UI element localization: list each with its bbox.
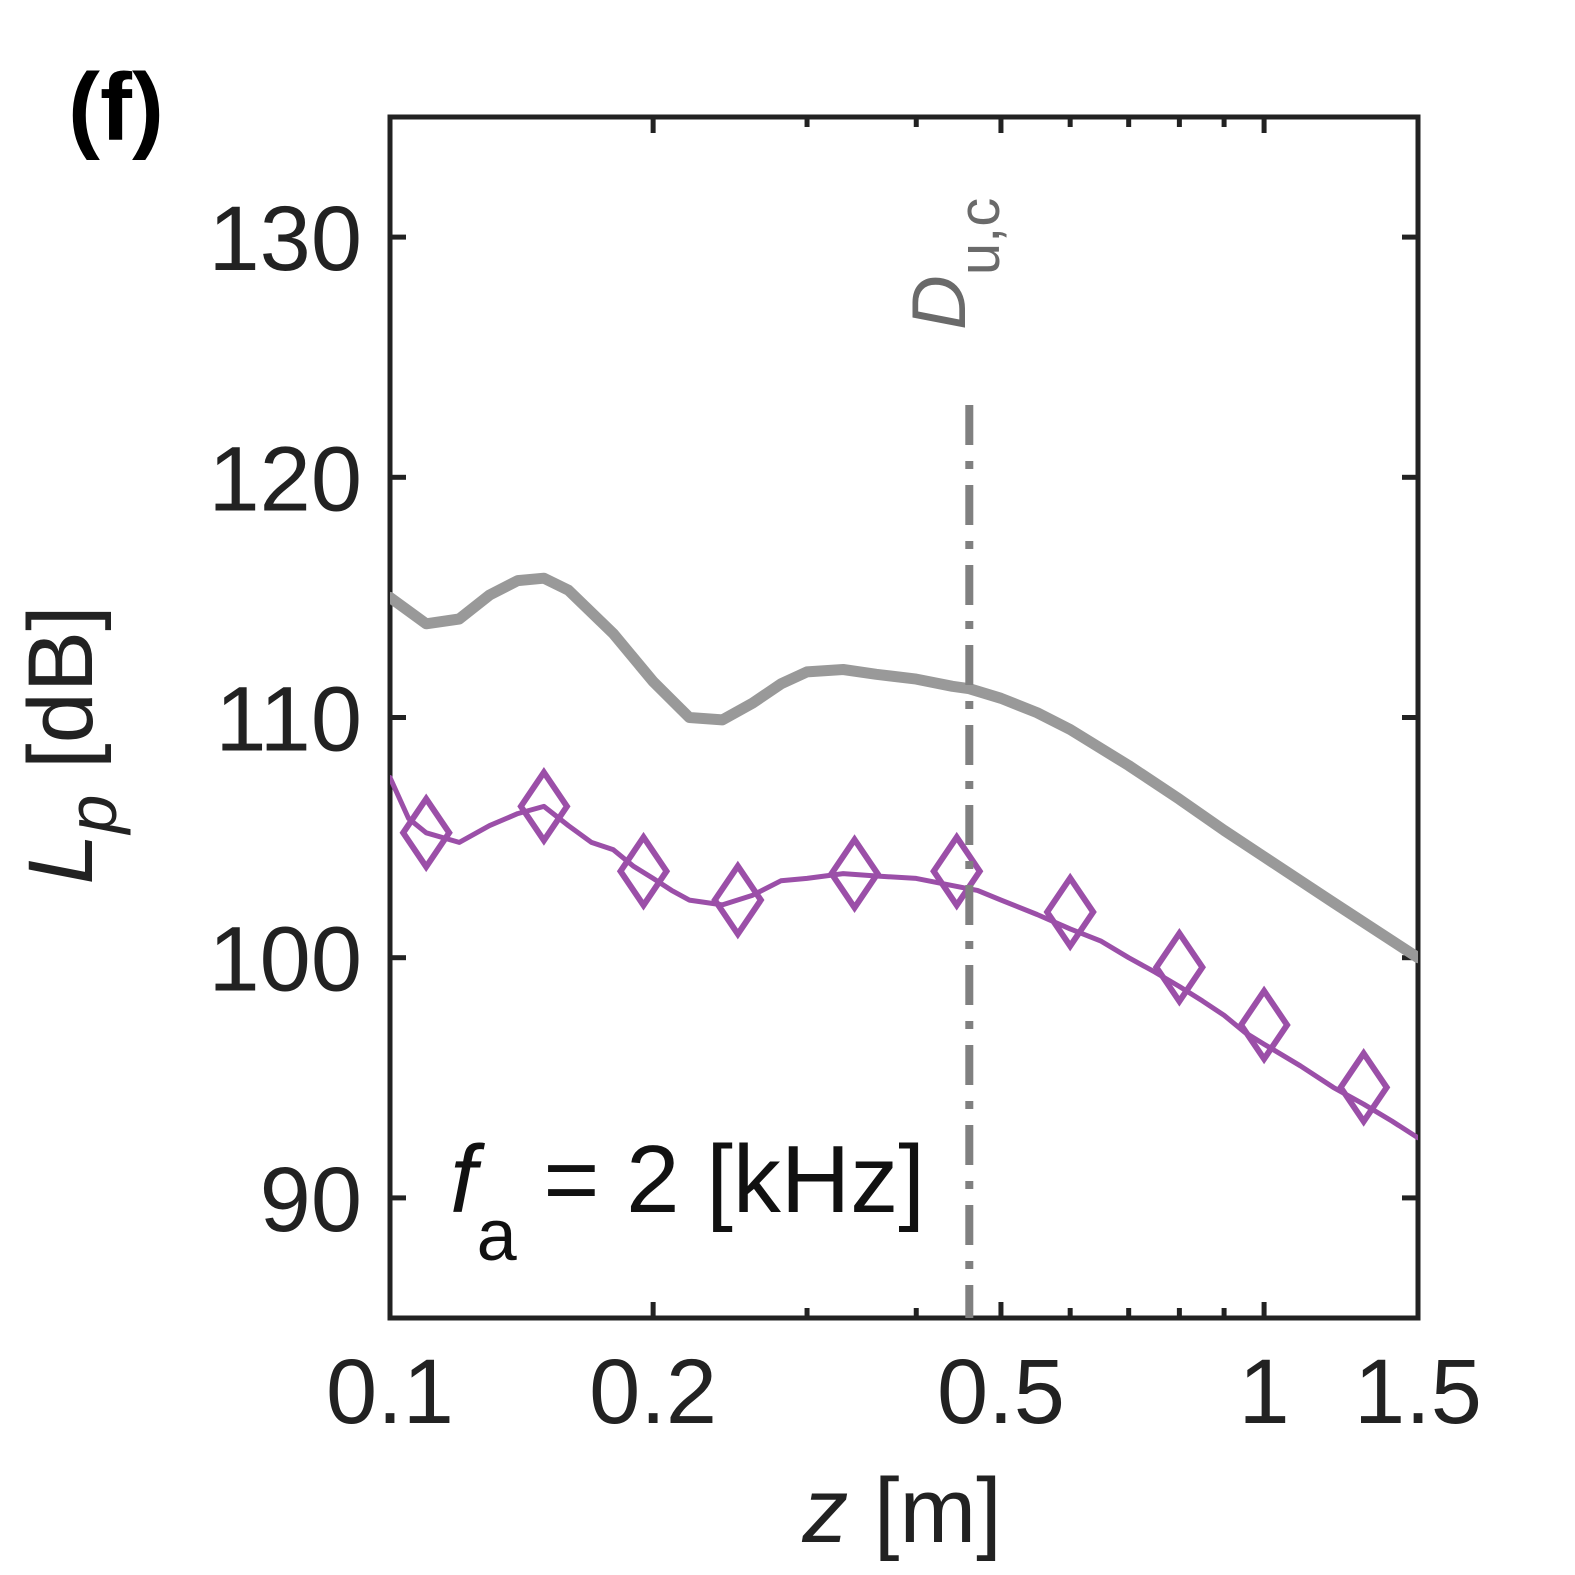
x-tick-label: 0.5	[937, 1341, 1065, 1443]
vline-label: Du,c	[897, 198, 1012, 330]
y-axis-unit-space	[10, 769, 112, 795]
annotation-text: = 2 [kHz]	[517, 1126, 925, 1233]
series-marker-purple	[1043, 872, 1097, 952]
y-axis-unit: [dB]	[10, 605, 112, 769]
x-axis-unit-space	[848, 1460, 874, 1562]
x-tick-label: 1.5	[1354, 1341, 1482, 1443]
series-marker-purple	[711, 860, 765, 940]
series-marker-purple	[616, 831, 671, 911]
y-tick-label: 130	[209, 188, 363, 290]
frequency-annotation: fa = 2 [kHz]	[450, 1126, 925, 1276]
series-line-purple	[390, 775, 1418, 1141]
x-axis-label: z [m]	[801, 1460, 1001, 1562]
x-axis-var: z	[801, 1460, 848, 1562]
x-tick-label: 0.1	[326, 1341, 454, 1443]
series-marker-purple	[1337, 1048, 1391, 1127]
x-axis-unit: [m]	[874, 1460, 1002, 1562]
vline-label-sub: u,c	[947, 198, 1012, 275]
y-tick-label: 120	[209, 428, 363, 530]
series-marker-purple	[1237, 985, 1291, 1065]
series-marker-purple	[517, 767, 571, 846]
y-axis-var: L	[10, 833, 112, 884]
series-line-gray	[390, 572, 1418, 964]
series-marker-purple	[930, 831, 984, 911]
y-axis-sub: p	[53, 795, 131, 836]
svg-text:Lp [dB]: Lp [dB]	[10, 605, 131, 884]
series-marker-purple	[1152, 927, 1206, 1007]
svg-text:Du,c: Du,c	[897, 198, 1012, 330]
x-tick-label: 1	[1238, 1341, 1289, 1443]
series-marker-purple	[399, 793, 453, 873]
data-layer	[390, 572, 1418, 1141]
y-tick-label: 90	[260, 1149, 362, 1251]
series-marker-purple	[827, 834, 882, 913]
panel-label: (f)	[68, 54, 164, 161]
vline-label-main: D	[897, 275, 982, 330]
plot-area: 90 100 110 120 130 0.1 0.2 0.5 1 1.5	[209, 114, 1482, 1443]
y-tick-label: 100	[209, 909, 363, 1011]
y-axis-label: Lp [dB]	[10, 605, 131, 884]
y-tick-label: 110	[215, 669, 362, 771]
x-tick-label: 0.2	[589, 1341, 717, 1443]
annotation-sub: a	[477, 1196, 518, 1276]
